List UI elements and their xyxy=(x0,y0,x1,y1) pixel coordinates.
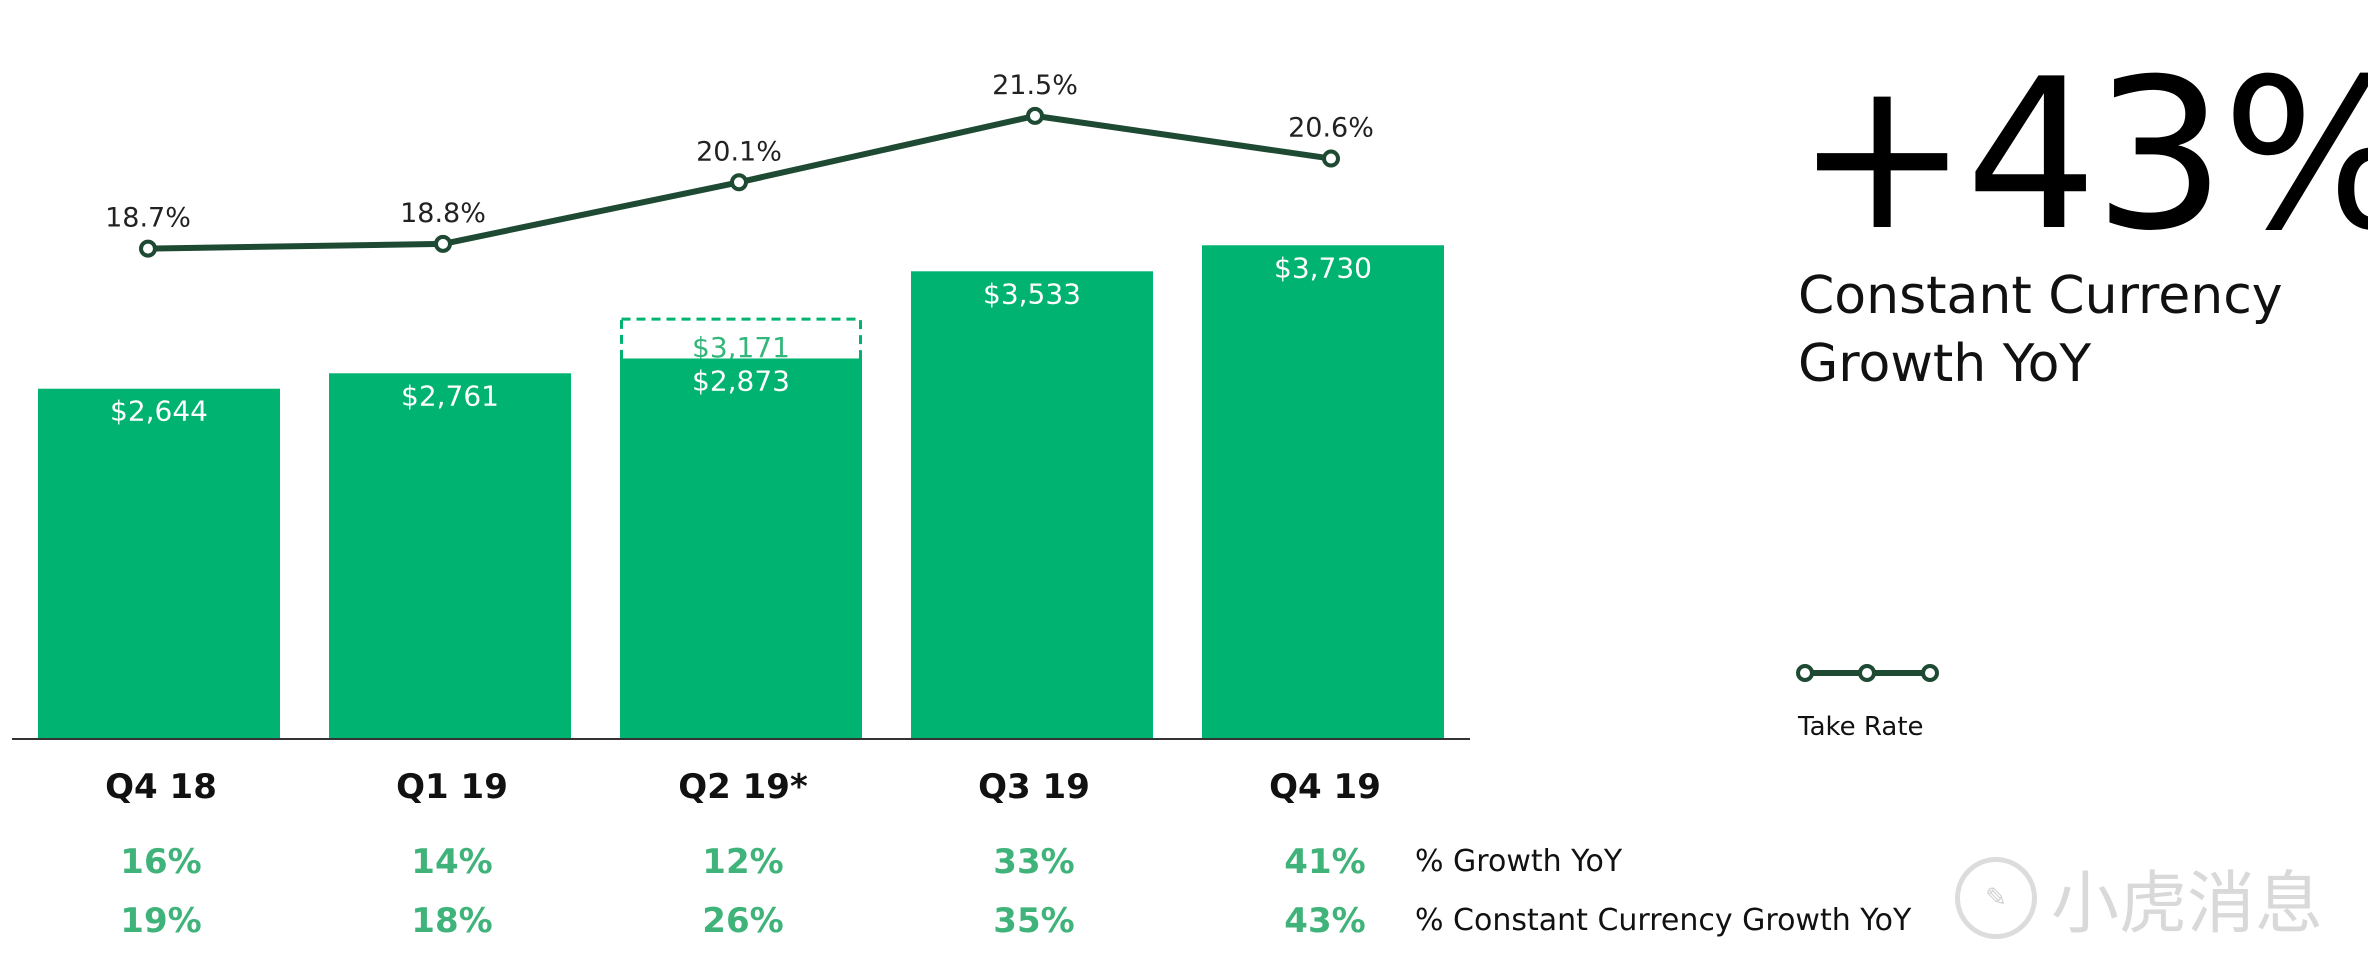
bar-value-label: $2,761 xyxy=(401,379,499,412)
growth-value: 16% xyxy=(120,842,201,882)
category-label: Q1 19 xyxy=(396,767,508,807)
growth-rows-layer: 16% 14% 12% 33% 41% % Growth YoY 19% 18% 26% 35% 4… xyxy=(120,842,1912,941)
take-rate-point xyxy=(1026,106,1044,125)
legend-circle-icon xyxy=(1858,664,1876,682)
bar-0 xyxy=(38,388,280,738)
take-rate-point xyxy=(730,173,748,192)
headline-caption: Constant Currency Growth YoY xyxy=(1798,262,2318,398)
legend-circle-icon xyxy=(1921,664,1939,682)
take-rate-point xyxy=(1322,149,1340,168)
adjusted-bar-outline xyxy=(620,317,862,364)
category-label: Q2 19* xyxy=(678,767,808,807)
category-label: Q4 19 xyxy=(1269,767,1381,807)
growth-row-label: % Growth YoY xyxy=(1415,844,1623,879)
growth-value: 26% xyxy=(702,901,783,941)
growth-value: 19% xyxy=(120,901,201,941)
growth-value: 43% xyxy=(1284,901,1365,941)
category-label: Q3 19 xyxy=(978,767,1090,807)
bar-3 xyxy=(911,271,1153,738)
category-label: Q4 18 xyxy=(105,767,217,807)
bars-layer: $3,171$2,644 $2,761 $2,873$3,533$3,730 xyxy=(38,245,1444,738)
headline-caption-line1: Constant Currency xyxy=(1798,266,2283,326)
growth-value: 14% xyxy=(411,842,492,882)
take-rate-label: 20.1% xyxy=(696,136,782,167)
watermark-text: 小虎消息 xyxy=(2051,865,2324,944)
growth-value: 18% xyxy=(411,901,492,941)
growth-value: 33% xyxy=(993,842,1074,882)
bar-1 xyxy=(329,373,571,738)
take-rate-label: 18.8% xyxy=(400,198,486,229)
watermark: ✎ 小虎消息 xyxy=(1955,848,2323,947)
bar-4 xyxy=(1202,245,1444,738)
headline-value: +43% xyxy=(1795,35,2368,277)
bar-value-label: $2,873 xyxy=(692,364,790,397)
take-rate-label: 20.6% xyxy=(1288,113,1374,144)
tiger-logo-icon: ✎ xyxy=(1955,856,2037,939)
take-rate-label: 18.7% xyxy=(105,203,191,234)
take-rate-label: 21.5% xyxy=(992,70,1078,101)
growth-value: 35% xyxy=(993,901,1074,941)
growth-value: 41% xyxy=(1284,842,1365,882)
bar-2 xyxy=(620,358,862,738)
axis-layer: Q4 18 Q1 19 Q2 19* Q3 19 Q4 19 xyxy=(12,738,1470,807)
growth-row-label: % Constant Currency Growth YoY xyxy=(1415,903,1912,938)
take-rate-line-layer: 18.7% 18.8% 20.1% 21.5% 20.6% xyxy=(105,70,1374,258)
legend-circle-icon xyxy=(1796,664,1814,682)
bar-value-label: $3,533 xyxy=(983,277,1081,310)
bar-value-label: $2,644 xyxy=(110,395,208,428)
legend-layer xyxy=(1796,664,1939,682)
take-rate-point xyxy=(139,239,157,258)
legend-label: Take Rate xyxy=(1798,712,1924,742)
bar-value-label: $3,730 xyxy=(1274,251,1372,284)
take-rate-point xyxy=(434,234,452,253)
growth-value: 12% xyxy=(702,842,783,882)
headline-caption-line2: Growth YoY xyxy=(1798,334,2092,394)
